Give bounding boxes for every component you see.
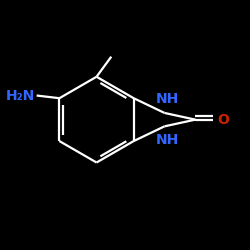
Text: O: O bbox=[217, 113, 229, 127]
Text: NH: NH bbox=[156, 133, 179, 147]
Text: H₂N: H₂N bbox=[6, 88, 35, 102]
Text: NH: NH bbox=[156, 92, 179, 106]
